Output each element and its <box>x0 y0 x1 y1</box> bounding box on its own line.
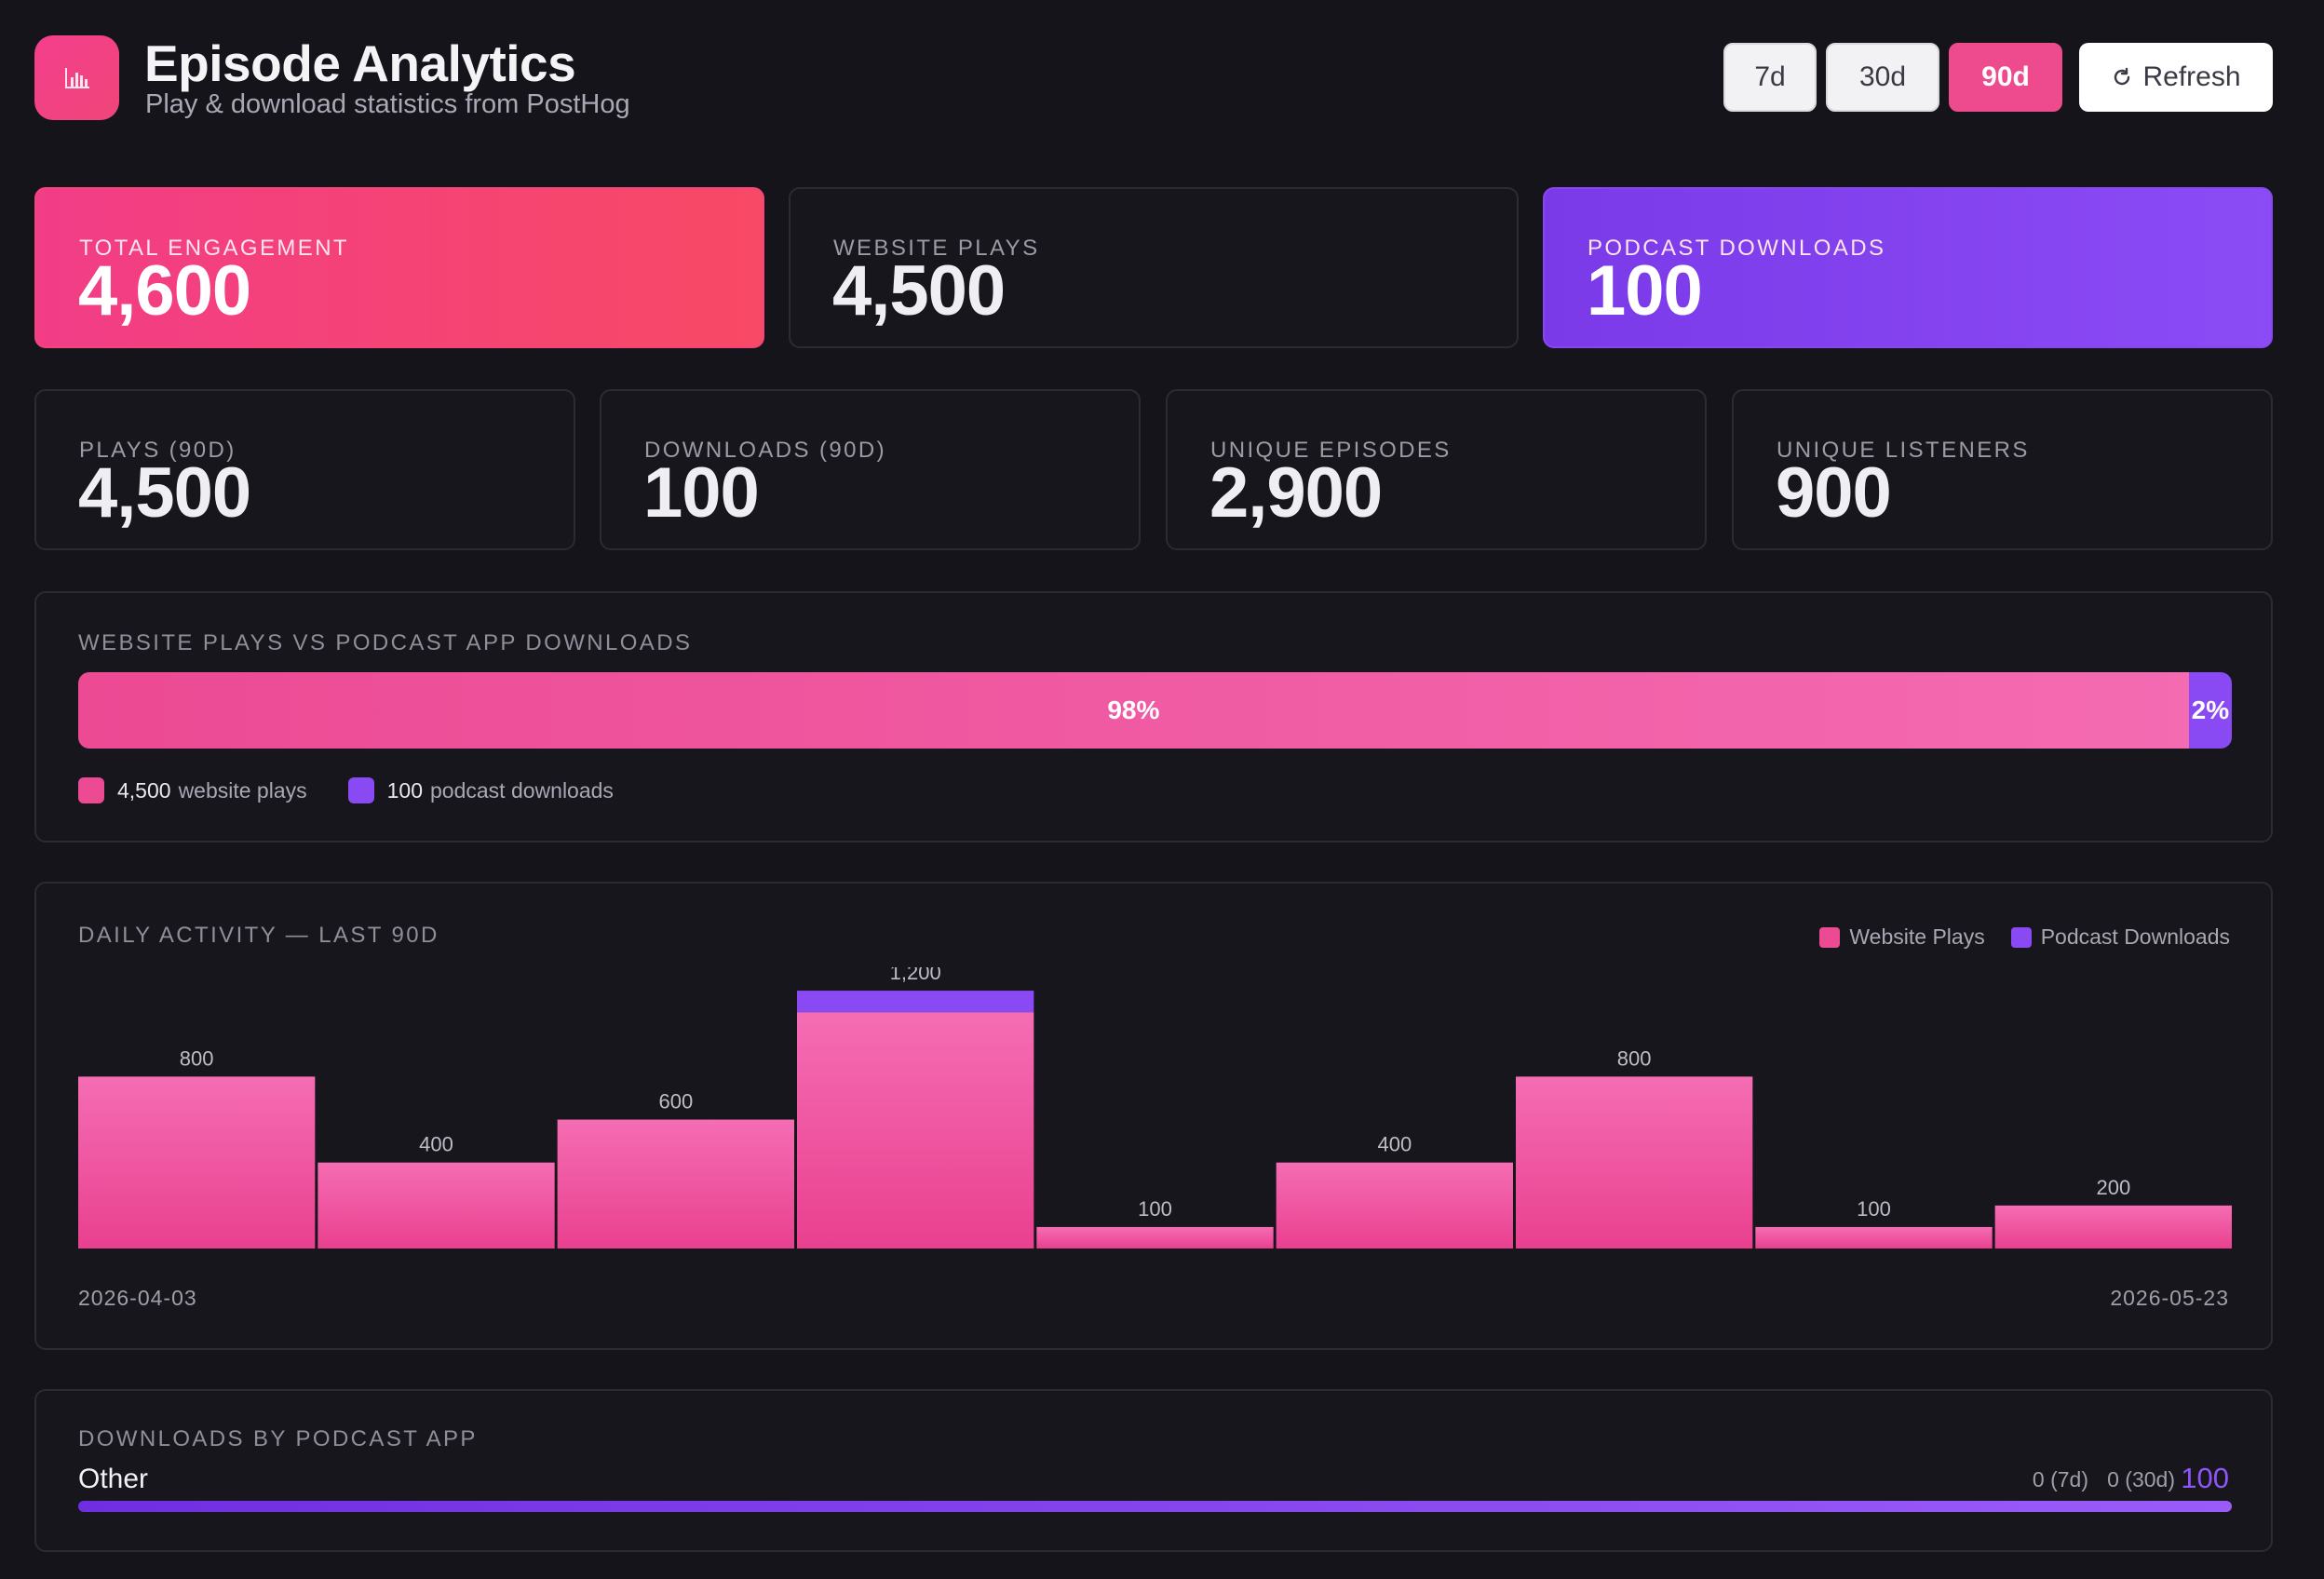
bar-website-plays <box>1036 1226 1274 1248</box>
page-header: Episode Analytics Play & download statis… <box>34 34 2273 121</box>
page-title: Episode Analytics <box>144 34 576 92</box>
bar-website-plays <box>557 1119 794 1248</box>
downloads-90d-card: DOWNLOADS (90D) 100 <box>600 389 1141 550</box>
bar-website-plays <box>1755 1226 1993 1248</box>
stat-label: DOWNLOADS (90D) <box>644 438 887 463</box>
app-share-bar <box>78 1501 2232 1512</box>
stat-value: 100 <box>1587 251 1703 331</box>
total-engagement-card: TOTAL ENGAGEMENT 4,600 <box>34 187 764 348</box>
x-axis-end-label: 2026-05-23 <box>2110 1286 2229 1310</box>
range-30d-button[interactable]: 30d <box>1826 43 1939 112</box>
app-downloads-30d: 0 (30d) <box>2107 1467 2175 1491</box>
section-title: DOWNLOADS BY PODCAST APP <box>78 1426 478 1451</box>
stat-value: 4,500 <box>832 251 1006 331</box>
bar-website-plays <box>78 1076 316 1248</box>
stat-label: PLAYS (90D) <box>79 438 236 463</box>
app-name: Other <box>78 1464 149 1494</box>
stat-label: UNIQUE EPISODES <box>1210 438 1452 463</box>
legend-label: Podcast Downloads <box>2040 924 2230 949</box>
bar-website-plays <box>318 1162 555 1248</box>
unique-episodes-card: UNIQUE EPISODES 2,900 <box>1166 389 1707 550</box>
stat-value: 4,500 <box>78 453 251 533</box>
bar-total-label: 800 <box>180 1046 214 1070</box>
stat-value: 4,600 <box>78 251 251 331</box>
bar-chart-icon <box>34 35 119 120</box>
downloads-share-segment: 2% <box>2188 672 2232 749</box>
legend-text: website plays <box>178 777 307 803</box>
refresh-button[interactable]: Refresh <box>2079 43 2273 112</box>
app-downloads-total: 100 <box>2181 1462 2229 1494</box>
bar-website-plays <box>797 1012 1034 1248</box>
stat-label: WEBSITE PLAYS <box>833 236 1040 261</box>
page-subtitle: Play & download statistics from PostHog <box>145 89 630 119</box>
bar-total-label: 200 <box>2096 1176 2130 1199</box>
stat-value: 100 <box>643 453 760 533</box>
stat-label: PODCAST DOWNLOADS <box>1588 236 1886 261</box>
range-90d-button[interactable]: 90d <box>1949 43 2062 112</box>
legend-count: 4,500 <box>117 777 171 803</box>
legend-website-plays: 4,500 website plays <box>78 777 307 803</box>
legend-swatch <box>78 777 104 803</box>
legend-swatch <box>2010 926 2032 948</box>
chart-legend: Website Plays Podcast Downloads <box>1793 924 2230 950</box>
bar-website-plays <box>1516 1076 1753 1248</box>
legend-website-plays: Website Plays <box>1819 924 1985 950</box>
legend-podcast-downloads: Podcast Downloads <box>2010 924 2230 950</box>
bar-podcast-downloads <box>797 991 1034 1013</box>
section-title: WEBSITE PLAYS VS PODCAST APP DOWNLOADS <box>78 630 693 655</box>
range-7d-button[interactable]: 7d <box>1723 43 1817 112</box>
plays-share-segment: 98% <box>78 672 2189 749</box>
split-legend: 4,500 website plays 100 podcast download… <box>78 777 655 803</box>
legend-count: 100 <box>386 777 424 803</box>
unique-listeners-card: UNIQUE LISTENERS 900 <box>1732 389 2273 550</box>
chart-title: DAILY ACTIVITY — LAST 90D <box>78 923 439 948</box>
plays-vs-downloads-card: WEBSITE PLAYS VS PODCAST APP DOWNLOADS 9… <box>34 591 2273 843</box>
legend-text: podcast downloads <box>430 777 614 803</box>
stat-value: 900 <box>1776 453 1892 533</box>
legend-podcast-downloads: 100 podcast downloads <box>347 777 614 803</box>
range-selector: 7d 30d 90d Refresh <box>1723 43 2273 112</box>
daily-activity-chart: 800 400 600 1,200 100 400 800 100 200 <box>78 967 2232 1248</box>
bar-total-label: 1,200 <box>890 967 941 984</box>
daily-activity-card: DAILY ACTIVITY — LAST 90D Website Plays … <box>34 882 2273 1350</box>
website-plays-card: WEBSITE PLAYS 4,500 <box>789 187 1519 348</box>
legend-swatch <box>1819 926 1841 948</box>
stat-value: 2,900 <box>1209 453 1383 533</box>
split-bar: 98% 2% <box>78 672 2232 749</box>
bar-total-label: 800 <box>1617 1046 1652 1070</box>
legend-swatch <box>347 777 374 803</box>
bar-website-plays <box>1994 1205 2232 1248</box>
bar-total-label: 100 <box>1138 1197 1172 1221</box>
refresh-label: Refresh <box>2142 61 2241 92</box>
x-axis-start-label: 2026-04-03 <box>78 1286 197 1310</box>
bar-website-plays <box>1276 1162 1513 1248</box>
bar-total-label: 400 <box>419 1133 453 1156</box>
refresh-icon <box>2115 67 2130 86</box>
stat-label: UNIQUE LISTENERS <box>1777 438 2030 463</box>
stat-label: TOTAL ENGAGEMENT <box>79 236 349 261</box>
downloads-by-app-card: DOWNLOADS BY PODCAST APP Other 0 (7d) 0 … <box>34 1389 2273 1552</box>
bar-total-label: 400 <box>1377 1133 1412 1156</box>
app-downloads-7d: 0 (7d) <box>2032 1467 2088 1491</box>
podcast-downloads-card: PODCAST DOWNLOADS 100 <box>1543 187 2273 348</box>
plays-90d-card: PLAYS (90D) 4,500 <box>34 389 575 550</box>
legend-label: Website Plays <box>1849 924 1985 949</box>
bar-total-label: 100 <box>1857 1197 1891 1221</box>
bar-total-label: 600 <box>658 1090 693 1113</box>
